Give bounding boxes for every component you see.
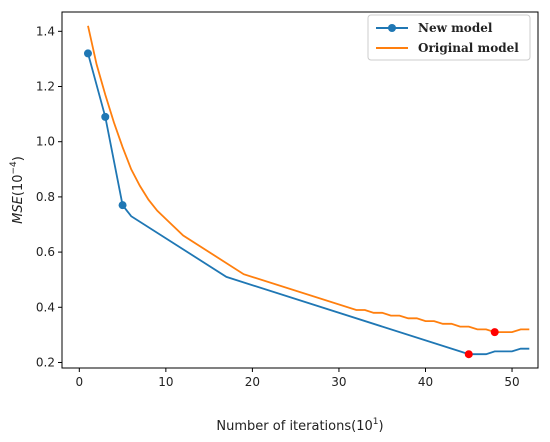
x-tick-label: 10: [158, 375, 173, 389]
x-tick-label: 20: [245, 375, 260, 389]
legend-label-new-model: New model: [418, 21, 493, 35]
y-axis-label: MSE(10−4): [9, 156, 26, 224]
y-tick-label: 1.4: [36, 24, 55, 38]
min-point-new-model: [464, 350, 473, 359]
min-point-original-model: [490, 328, 499, 337]
x-axis: 0 10 20 30 40 50: [75, 368, 520, 389]
plot-area: [61, 11, 539, 369]
x-tick-label: 50: [504, 375, 519, 389]
legend-marker-new-model: [388, 24, 396, 32]
data-point-new-model: [83, 49, 92, 58]
y-tick-label: 1.0: [36, 135, 55, 149]
y-tick-label: 0.2: [36, 355, 55, 369]
y-axis: 0.2 0.4 0.6 0.8 1.0 1.2 1.4: [36, 24, 62, 369]
x-tick-label: 0: [75, 375, 83, 389]
data-point-new-model: [118, 201, 127, 210]
y-tick-label: 0.4: [36, 300, 55, 314]
legend-label-original-model: Original model: [418, 41, 519, 55]
x-axis-label: Number of iterations(101): [216, 417, 383, 434]
series-line-original-model: [87, 25, 530, 334]
y-tick-label: 1.2: [36, 80, 55, 94]
x-tick-label: 40: [418, 375, 433, 389]
data-point-new-model: [101, 112, 110, 121]
axes-border: [61, 11, 539, 369]
y-tick-label: 0.6: [36, 245, 55, 259]
series-layer: [83, 25, 530, 359]
y-tick-label: 0.8: [36, 190, 55, 204]
x-tick-label: 30: [331, 375, 346, 389]
legend: New model Original model: [367, 14, 531, 61]
series-line-new-model: [87, 53, 530, 356]
legend-box: [367, 14, 531, 61]
